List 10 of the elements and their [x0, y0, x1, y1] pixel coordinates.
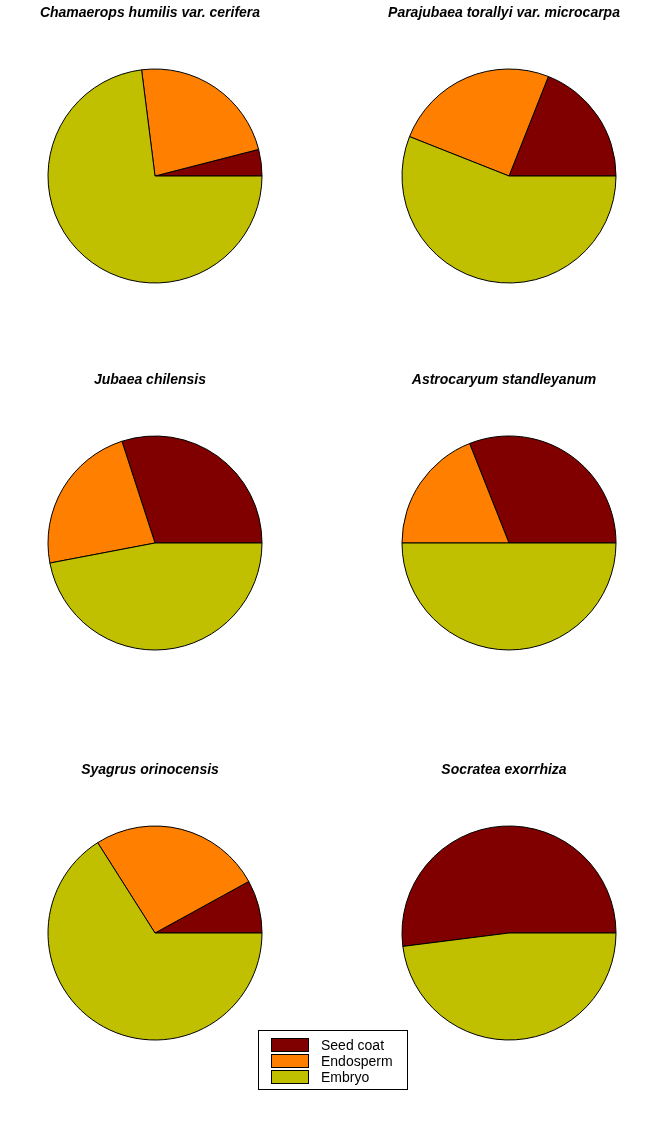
- chart-title: Astrocaryum standleyanum: [411, 370, 597, 389]
- legend-label: Embryo: [321, 1069, 370, 1085]
- legend-label: Endosperm: [321, 1053, 393, 1069]
- chart-title: Parajubaea torallyi var. microcarpa: [388, 3, 620, 22]
- chart-title: Socratea exorrhiza: [441, 760, 567, 779]
- legend-label: Seed coat: [321, 1037, 385, 1053]
- chart-title: Jubaea chilensis: [93, 370, 207, 389]
- chart-title: Syagrus orinocensis: [81, 760, 219, 779]
- pie-slice: [47, 69, 263, 284]
- chart-title: Chamaerops humilis var. cerifera: [39, 3, 261, 22]
